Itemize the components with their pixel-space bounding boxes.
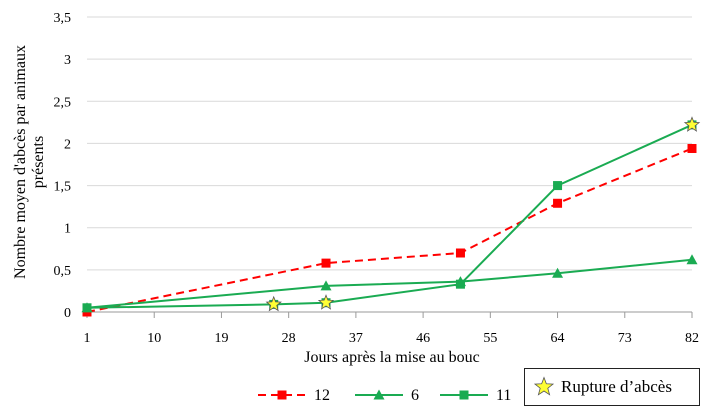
legend-label: 12	[314, 387, 330, 404]
series-point-6	[686, 254, 698, 265]
series-line-11	[86, 123, 693, 309]
star-icon	[533, 376, 555, 396]
y-tick-label: 2	[64, 137, 71, 152]
series-line-6	[86, 258, 693, 309]
x-tick-label: 1	[84, 331, 91, 346]
y-tick-label: 0	[64, 306, 71, 321]
legend-marker	[459, 390, 469, 400]
series-point-12	[455, 248, 465, 258]
x-tick-label: 55	[483, 331, 497, 346]
y-tick-label: 1,5	[54, 180, 72, 195]
series-12	[82, 143, 697, 317]
x-tick-label: 73	[618, 331, 632, 346]
x-tick-label: 64	[551, 331, 565, 346]
y-tick-label: 2,5	[54, 95, 72, 110]
annotation-label: Rupture d’abcès	[561, 377, 672, 396]
y-tick-label: 3	[64, 53, 71, 68]
y-tick-label: 3,5	[54, 11, 72, 26]
x-tick-label: 28	[282, 331, 296, 346]
legend-label: 11	[496, 387, 511, 404]
legend-entry-11: 11	[440, 387, 511, 404]
x-tick-label: 46	[416, 331, 430, 346]
y-tick-label: 1	[64, 222, 71, 237]
x-tick-label: 19	[214, 331, 228, 346]
legend-entry-12: 12	[258, 387, 330, 404]
legend: 12 6 11	[258, 387, 511, 404]
legend-label: 6	[411, 387, 419, 404]
series-6	[81, 254, 698, 313]
annotation-stars	[265, 116, 701, 312]
x-axis-title: Jours après la mise au bouc	[304, 349, 480, 366]
rupture-star	[683, 116, 701, 132]
y-tick-label: 0,5	[54, 264, 72, 279]
series-layer	[81, 120, 698, 317]
legend-marker	[373, 389, 385, 400]
gridlines	[87, 16, 692, 271]
series-point-6	[320, 280, 332, 291]
series-point-12	[687, 143, 697, 153]
x-tick-label: 37	[349, 331, 363, 346]
legend-marker	[277, 390, 287, 400]
series-point-11	[455, 279, 465, 289]
series-point-6	[552, 267, 564, 278]
series-point-11	[553, 181, 563, 191]
x-tick-label: 82	[685, 331, 699, 346]
y-axis-title-line-1: Nombre moyen d'abcès par animaux	[12, 45, 29, 279]
x-tick-label: 10	[147, 331, 161, 346]
x-tick-labels: 1 10 19 28 37 46 55 64 73 82	[84, 312, 699, 346]
series-point-12	[553, 198, 563, 208]
legend-entry-6: 6	[355, 387, 419, 404]
rupture-star	[317, 294, 335, 310]
annotation-legend-box: Rupture d’abcès	[524, 368, 700, 406]
series-line-12	[86, 147, 693, 313]
y-tick-labels: 0 0,5 1 1,5 2 2,5 3 3,5	[54, 11, 72, 321]
series-point-12	[321, 258, 331, 268]
rupture-star	[265, 295, 282, 312]
series-point-11	[82, 303, 92, 313]
y-axis-title-line-2: présents	[30, 136, 47, 188]
